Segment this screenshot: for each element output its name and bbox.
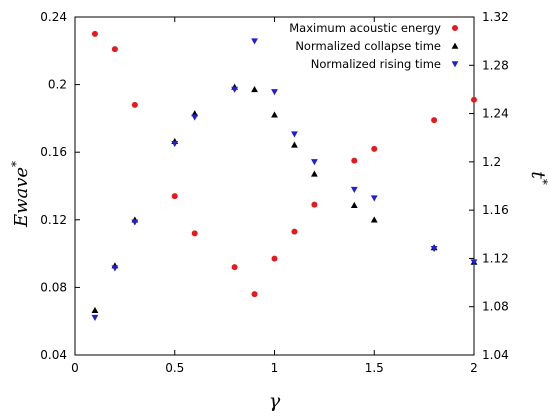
data-point [370,195,378,202]
series-0 [91,30,477,298]
x-tick-label: 1 [271,361,279,375]
y-left-tick-label: 0.12 [40,213,67,227]
data-point [91,314,99,321]
y-axis-left-label-text: Ewave [11,167,32,228]
data-point [291,228,298,235]
data-point [311,170,318,177]
data-point [291,131,298,138]
legend-label: Maximum acoustic energy [289,21,441,35]
data-point [351,157,358,164]
data-point [231,264,238,271]
y-axis-right-label-sup: * [536,179,550,185]
data-point [251,86,258,93]
data-marks [91,30,478,321]
y-right-tick-label: 1.24 [482,107,509,121]
y-left-tick-label: 0.04 [40,348,67,362]
x-tick-label: 0.5 [165,361,184,375]
y-right-tick-label: 1.12 [482,251,509,265]
data-point [291,141,298,148]
data-point [311,201,318,208]
data-point [171,193,178,200]
data-point [471,96,477,103]
y-right-tick-label: 1.28 [482,58,509,72]
legend-marker [452,25,458,31]
axis-ticks: 0 0.5 1 1.5 2 0.04 0.08 0.12 0.16 0.2 0.24 1.04 1.08… [40,10,508,375]
x-axis-label: γ [269,390,281,412]
y-right-tick-label: 1.32 [482,10,509,24]
data-point [271,111,278,118]
y-axis-right-label-text: t [527,171,549,179]
data-point [251,38,258,45]
data-point [91,306,99,314]
legend-label: Normalized rising time [311,57,441,71]
data-point [350,186,358,194]
data-point [191,114,199,121]
series-1 [91,83,478,314]
data-point [350,201,358,209]
y-right-tick-label: 1.16 [482,203,509,217]
y-left-tick-label: 0.24 [40,10,67,24]
data-point [430,246,438,253]
data-point [191,230,198,237]
y-right-tick-label: 1.2 [482,155,501,169]
legend: Maximum acoustic energy Normalized collap… [289,21,459,71]
legend-label: Normalized collapse time [295,39,441,53]
y-axis-right-label: t* [527,171,550,185]
series-2 [91,38,478,321]
data-point [111,265,119,272]
y-axis-left-label-sup: * [9,161,23,167]
legend-marker [451,42,459,49]
data-point [171,141,179,148]
y-left-tick-label: 0.08 [40,280,67,294]
data-point [231,86,238,93]
x-tick-label: 1.5 [365,361,384,375]
data-point [91,30,98,37]
data-point [311,159,318,166]
legend-marker [451,61,459,68]
data-point [131,101,138,108]
data-point [251,291,258,298]
data-point [111,46,118,53]
x-tick-label: 0 [71,361,79,375]
data-point [271,255,278,262]
y-axis-left-label: Ewave* [9,161,32,228]
y-left-tick-label: 0.16 [40,145,67,159]
data-point [271,89,278,96]
data-point [370,216,378,223]
y-left-tick-label: 0.2 [48,78,67,92]
data-point [131,219,139,226]
x-tick-label: 2 [470,361,478,375]
data-point [431,117,438,124]
y-right-tick-label: 1.08 [482,300,509,314]
y-right-tick-label: 1.04 [482,348,509,362]
data-point [470,259,478,266]
data-point [371,145,378,152]
